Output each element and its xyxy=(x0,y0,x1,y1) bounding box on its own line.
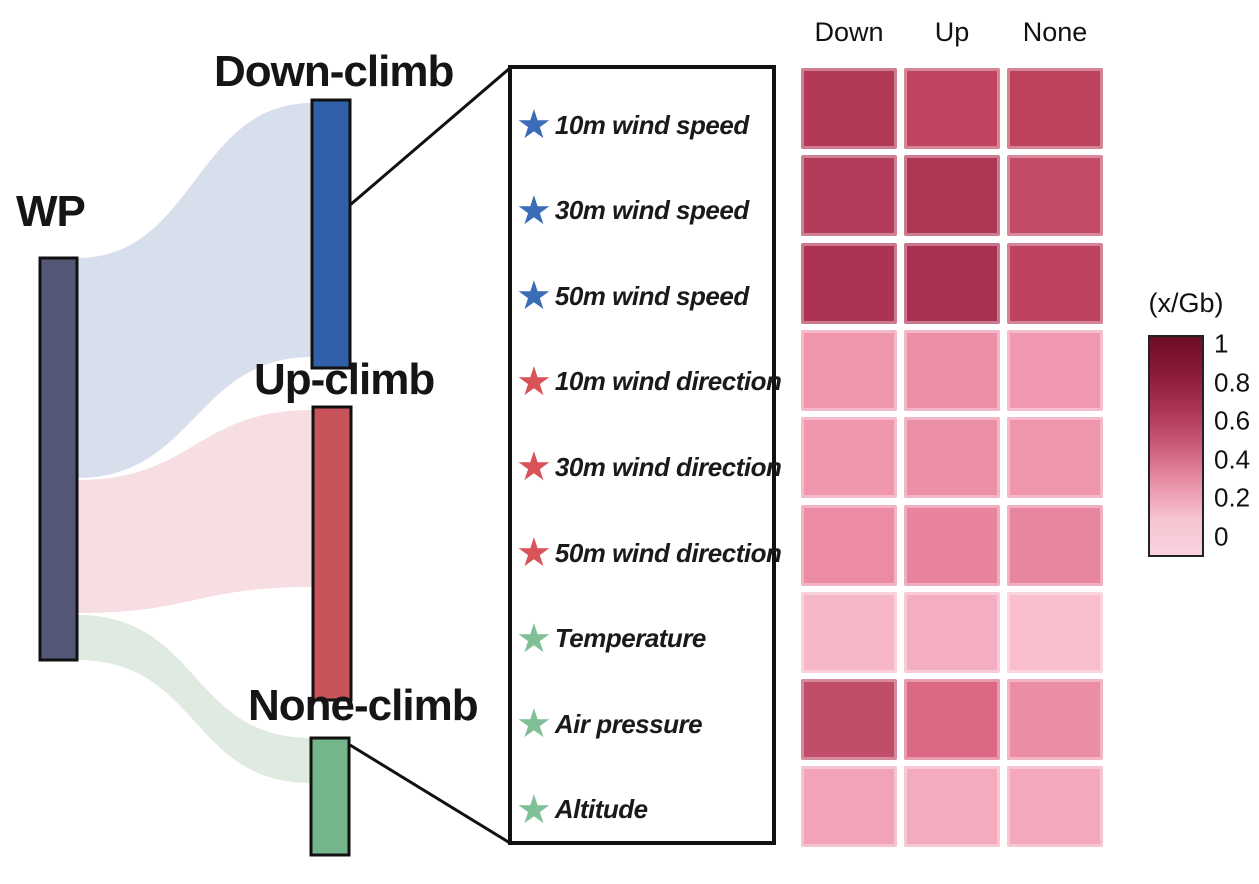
colorbar-tick-label: 0 xyxy=(1214,521,1229,552)
legend-item: ★ 30m wind speed xyxy=(516,191,749,231)
colorbar-gradient xyxy=(1148,335,1204,557)
heatmap-cell xyxy=(904,155,1000,237)
heatmap-column-header: None xyxy=(1022,17,1088,47)
legend-item: ★ 50m wind speed xyxy=(516,276,749,316)
heatmap-cell xyxy=(904,679,1000,761)
heatmap-cell xyxy=(904,504,1000,586)
legend-item: ★ Temperature xyxy=(516,619,706,659)
heatmap-cell xyxy=(1007,329,1103,411)
none-climb-node-bar xyxy=(309,736,351,857)
colorbar-tick-label: 0.4 xyxy=(1214,444,1251,475)
star-icon: ★ xyxy=(516,445,552,490)
heatmap-cell xyxy=(1007,68,1103,149)
legend-item-label: Air pressure xyxy=(554,708,703,739)
heatmap-cell xyxy=(1007,155,1103,237)
legend-item-label: 10m wind direction xyxy=(554,366,782,397)
legend-item: ★ Altitude xyxy=(516,790,648,830)
colorbar-ticks: 1 0.8 0.6 0.4 0.2 0 xyxy=(1214,329,1259,557)
star-icon: ★ xyxy=(516,787,552,832)
heatmap-cell xyxy=(801,679,897,761)
star-icon: ★ xyxy=(516,359,552,404)
heatmap-column-header: Up xyxy=(934,17,970,47)
legend-box: ★ 10m wind speed ★ 30m wind speed ★ 50m wind … xyxy=(508,65,782,845)
heatmap-cell xyxy=(801,504,897,586)
star-icon: ★ xyxy=(516,531,552,575)
callout-line-bottom xyxy=(349,743,511,845)
heatmap-cell xyxy=(1007,766,1103,848)
heatmap-cell xyxy=(904,329,1000,411)
colorbar-tick-label: 0.8 xyxy=(1214,367,1251,398)
heatmap-cell xyxy=(801,68,897,149)
heatmap-cell xyxy=(1007,591,1103,673)
star-icon: ★ xyxy=(516,616,552,661)
legend-item-label: 50m wind speed xyxy=(554,280,749,311)
none-climb-node-label: None-climb xyxy=(248,681,479,730)
flow-wp-to-down-climb xyxy=(77,103,312,478)
colorbar-tick-label: 0.2 xyxy=(1214,482,1251,513)
star-icon: ★ xyxy=(516,702,552,747)
legend-item: ★ 30m wind direction xyxy=(516,445,782,490)
flow-wp-to-up-climb xyxy=(77,410,313,613)
legend-item-label: 30m wind speed xyxy=(554,195,749,226)
legend-item: ★ 10m wind direction xyxy=(516,359,782,404)
legend-item: ★ 10m wind speed xyxy=(516,105,749,145)
heatmap-cell xyxy=(801,766,897,848)
heatmap-cell xyxy=(801,242,897,324)
heatmap-cell xyxy=(904,766,1000,848)
heatmap-cell xyxy=(904,242,1000,324)
wp-node-bar xyxy=(38,256,79,662)
legend-item-label: 50m wind direction xyxy=(554,537,782,568)
heatmap-column-header: Down xyxy=(814,17,884,47)
heatmap-cell xyxy=(801,329,897,411)
heatmap-cell xyxy=(904,591,1000,673)
callout-line-top xyxy=(349,66,511,207)
colorbar-tick-label: 1 xyxy=(1214,328,1229,359)
legend-item-label: Temperature xyxy=(554,623,707,654)
heatmap-cell xyxy=(904,68,1000,149)
down-climb-node-bar xyxy=(310,98,352,370)
heatmap-cell xyxy=(1007,242,1103,324)
star-icon: ★ xyxy=(516,188,552,233)
flow-wp-to-none-climb xyxy=(77,615,311,783)
heatmap-cell xyxy=(801,591,897,673)
legend-item-label: 30m wind direction xyxy=(554,451,782,482)
colorbar-tick-label: 0.6 xyxy=(1214,405,1251,436)
legend-item-label: Altitude xyxy=(554,794,648,825)
heatmap-cell xyxy=(801,155,897,237)
legend-item: ★ 50m wind direction xyxy=(516,531,782,575)
star-icon: ★ xyxy=(516,274,552,319)
colorbar-title: (x/Gb) xyxy=(1148,288,1224,318)
up-climb-node-bar xyxy=(311,405,353,702)
star-icon: ★ xyxy=(516,103,552,147)
heatmap-cell xyxy=(1007,679,1103,761)
heatmap: Down Up None xyxy=(801,0,1121,884)
up-climb-node-label: Up-climb xyxy=(254,355,435,404)
wp-node-label: WP xyxy=(16,187,86,236)
heatmap-cell xyxy=(1007,417,1103,499)
legend-item: ★ Air pressure xyxy=(516,702,703,747)
legend-item-label: 10m wind speed xyxy=(554,109,749,140)
down-climb-node-label: Down-climb xyxy=(214,47,454,96)
heatmap-cell xyxy=(1007,504,1103,586)
heatmap-cell xyxy=(904,417,1000,499)
heatmap-cell xyxy=(801,417,897,499)
